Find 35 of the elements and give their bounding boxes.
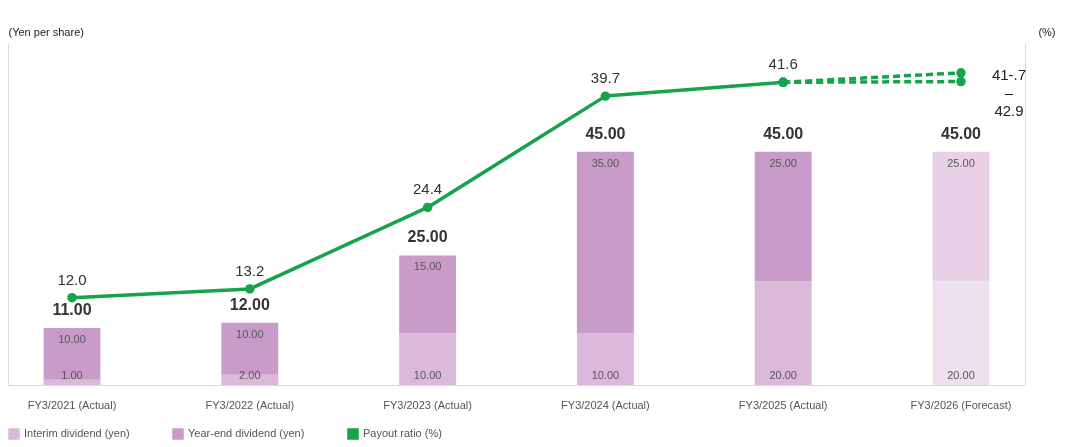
y2-axis-title: (%) (1038, 25, 1056, 38)
total-label: 45.00 (763, 124, 804, 142)
legend-label: Interim dividend (yen) (24, 427, 130, 439)
legend-label: Year-end dividend (yen) (188, 427, 305, 439)
data-label: 1.00 (61, 369, 83, 381)
data-label: 2.00 (239, 369, 261, 381)
total-label: 12.00 (229, 295, 270, 313)
data-label: 10.00 (591, 369, 620, 381)
annotation: 41-.7 – 42.9 (991, 66, 1027, 120)
data-label: 10.00 (58, 333, 86, 345)
x-tick-label: FY3/2022 (Actual) (205, 398, 295, 411)
x-tick-label: FY3/2024 (Actual) (561, 398, 650, 411)
legend-label: Payout ratio (%) (363, 427, 442, 439)
x-tick-label: FY3/2025 (Actual) (738, 398, 828, 411)
data-label: 25.00 (947, 156, 975, 169)
data-label: 20.00 (769, 369, 797, 381)
data-label: 20.00 (947, 369, 975, 381)
total-label: 25.00 (407, 228, 448, 246)
data-label: 35.00 (591, 156, 620, 169)
x-tick-label: FY3/2021 (Actual) (27, 398, 117, 411)
data-label: 15.00 (413, 260, 442, 273)
x-tick-label: FY3/2023 (Actual) (383, 398, 472, 411)
y-axis-title: (Yen per share) (8, 25, 84, 38)
data-label: 39.7 (590, 69, 620, 87)
data-label: 10.00 (236, 327, 264, 340)
data-label: 41.6 (768, 55, 798, 73)
data-label: 24.4 (413, 180, 443, 198)
x-tick-label: FY3/2026 (Forecast) (910, 398, 1012, 411)
data-label: 12.0 (57, 270, 87, 288)
total-label: 11.00 (52, 301, 92, 318)
total-label: 45.00 (585, 124, 626, 142)
data-label: 10.00 (413, 369, 442, 381)
total-label: 45.00 (940, 124, 982, 142)
data-label: 13.2 (235, 261, 265, 279)
data-label: 25.00 (769, 156, 797, 169)
